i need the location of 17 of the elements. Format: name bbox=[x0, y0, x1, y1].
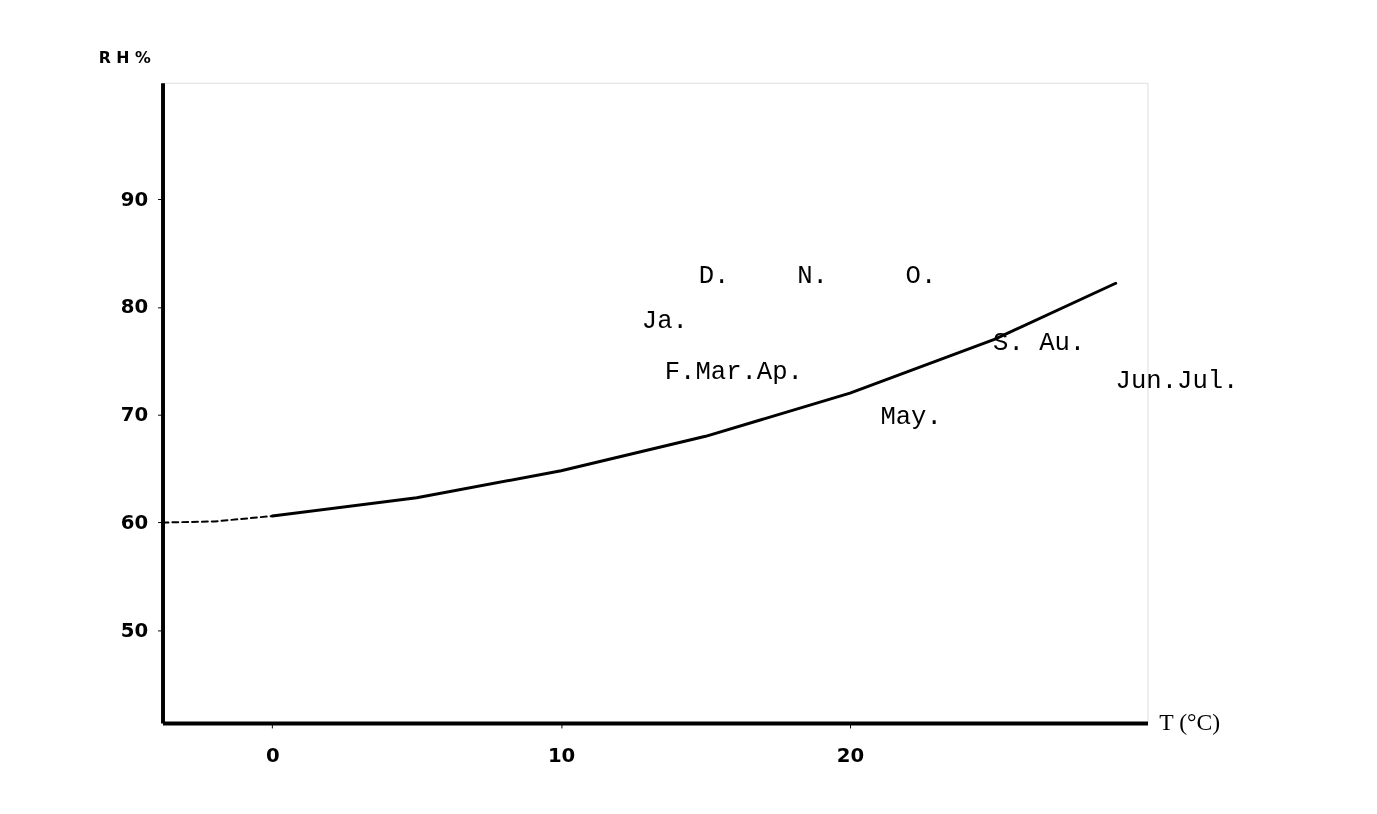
y-tick-label: 60 bbox=[120, 510, 149, 534]
annotation: D. bbox=[698, 261, 730, 291]
annotation: F.Mar.Ap. bbox=[664, 357, 803, 387]
x-tick-label: 10 bbox=[547, 743, 576, 767]
y-tick-label: 80 bbox=[120, 295, 149, 319]
y-tick-label: 70 bbox=[120, 403, 149, 427]
annotation: N. bbox=[797, 261, 828, 291]
x-tick-label: 0 bbox=[265, 743, 280, 767]
annotation: Ja. bbox=[641, 306, 688, 336]
y-tick-label: 90 bbox=[120, 187, 149, 211]
y-axis-title: R H % bbox=[98, 48, 151, 68]
x-axis-title: T (°C) bbox=[1159, 708, 1221, 735]
annotation: May. bbox=[880, 402, 942, 432]
x-tick-label: 20 bbox=[836, 743, 865, 767]
y-tick-label: 50 bbox=[120, 618, 149, 642]
annotation: Jun.Jul. bbox=[1115, 367, 1239, 397]
annotation: O. bbox=[905, 261, 937, 291]
